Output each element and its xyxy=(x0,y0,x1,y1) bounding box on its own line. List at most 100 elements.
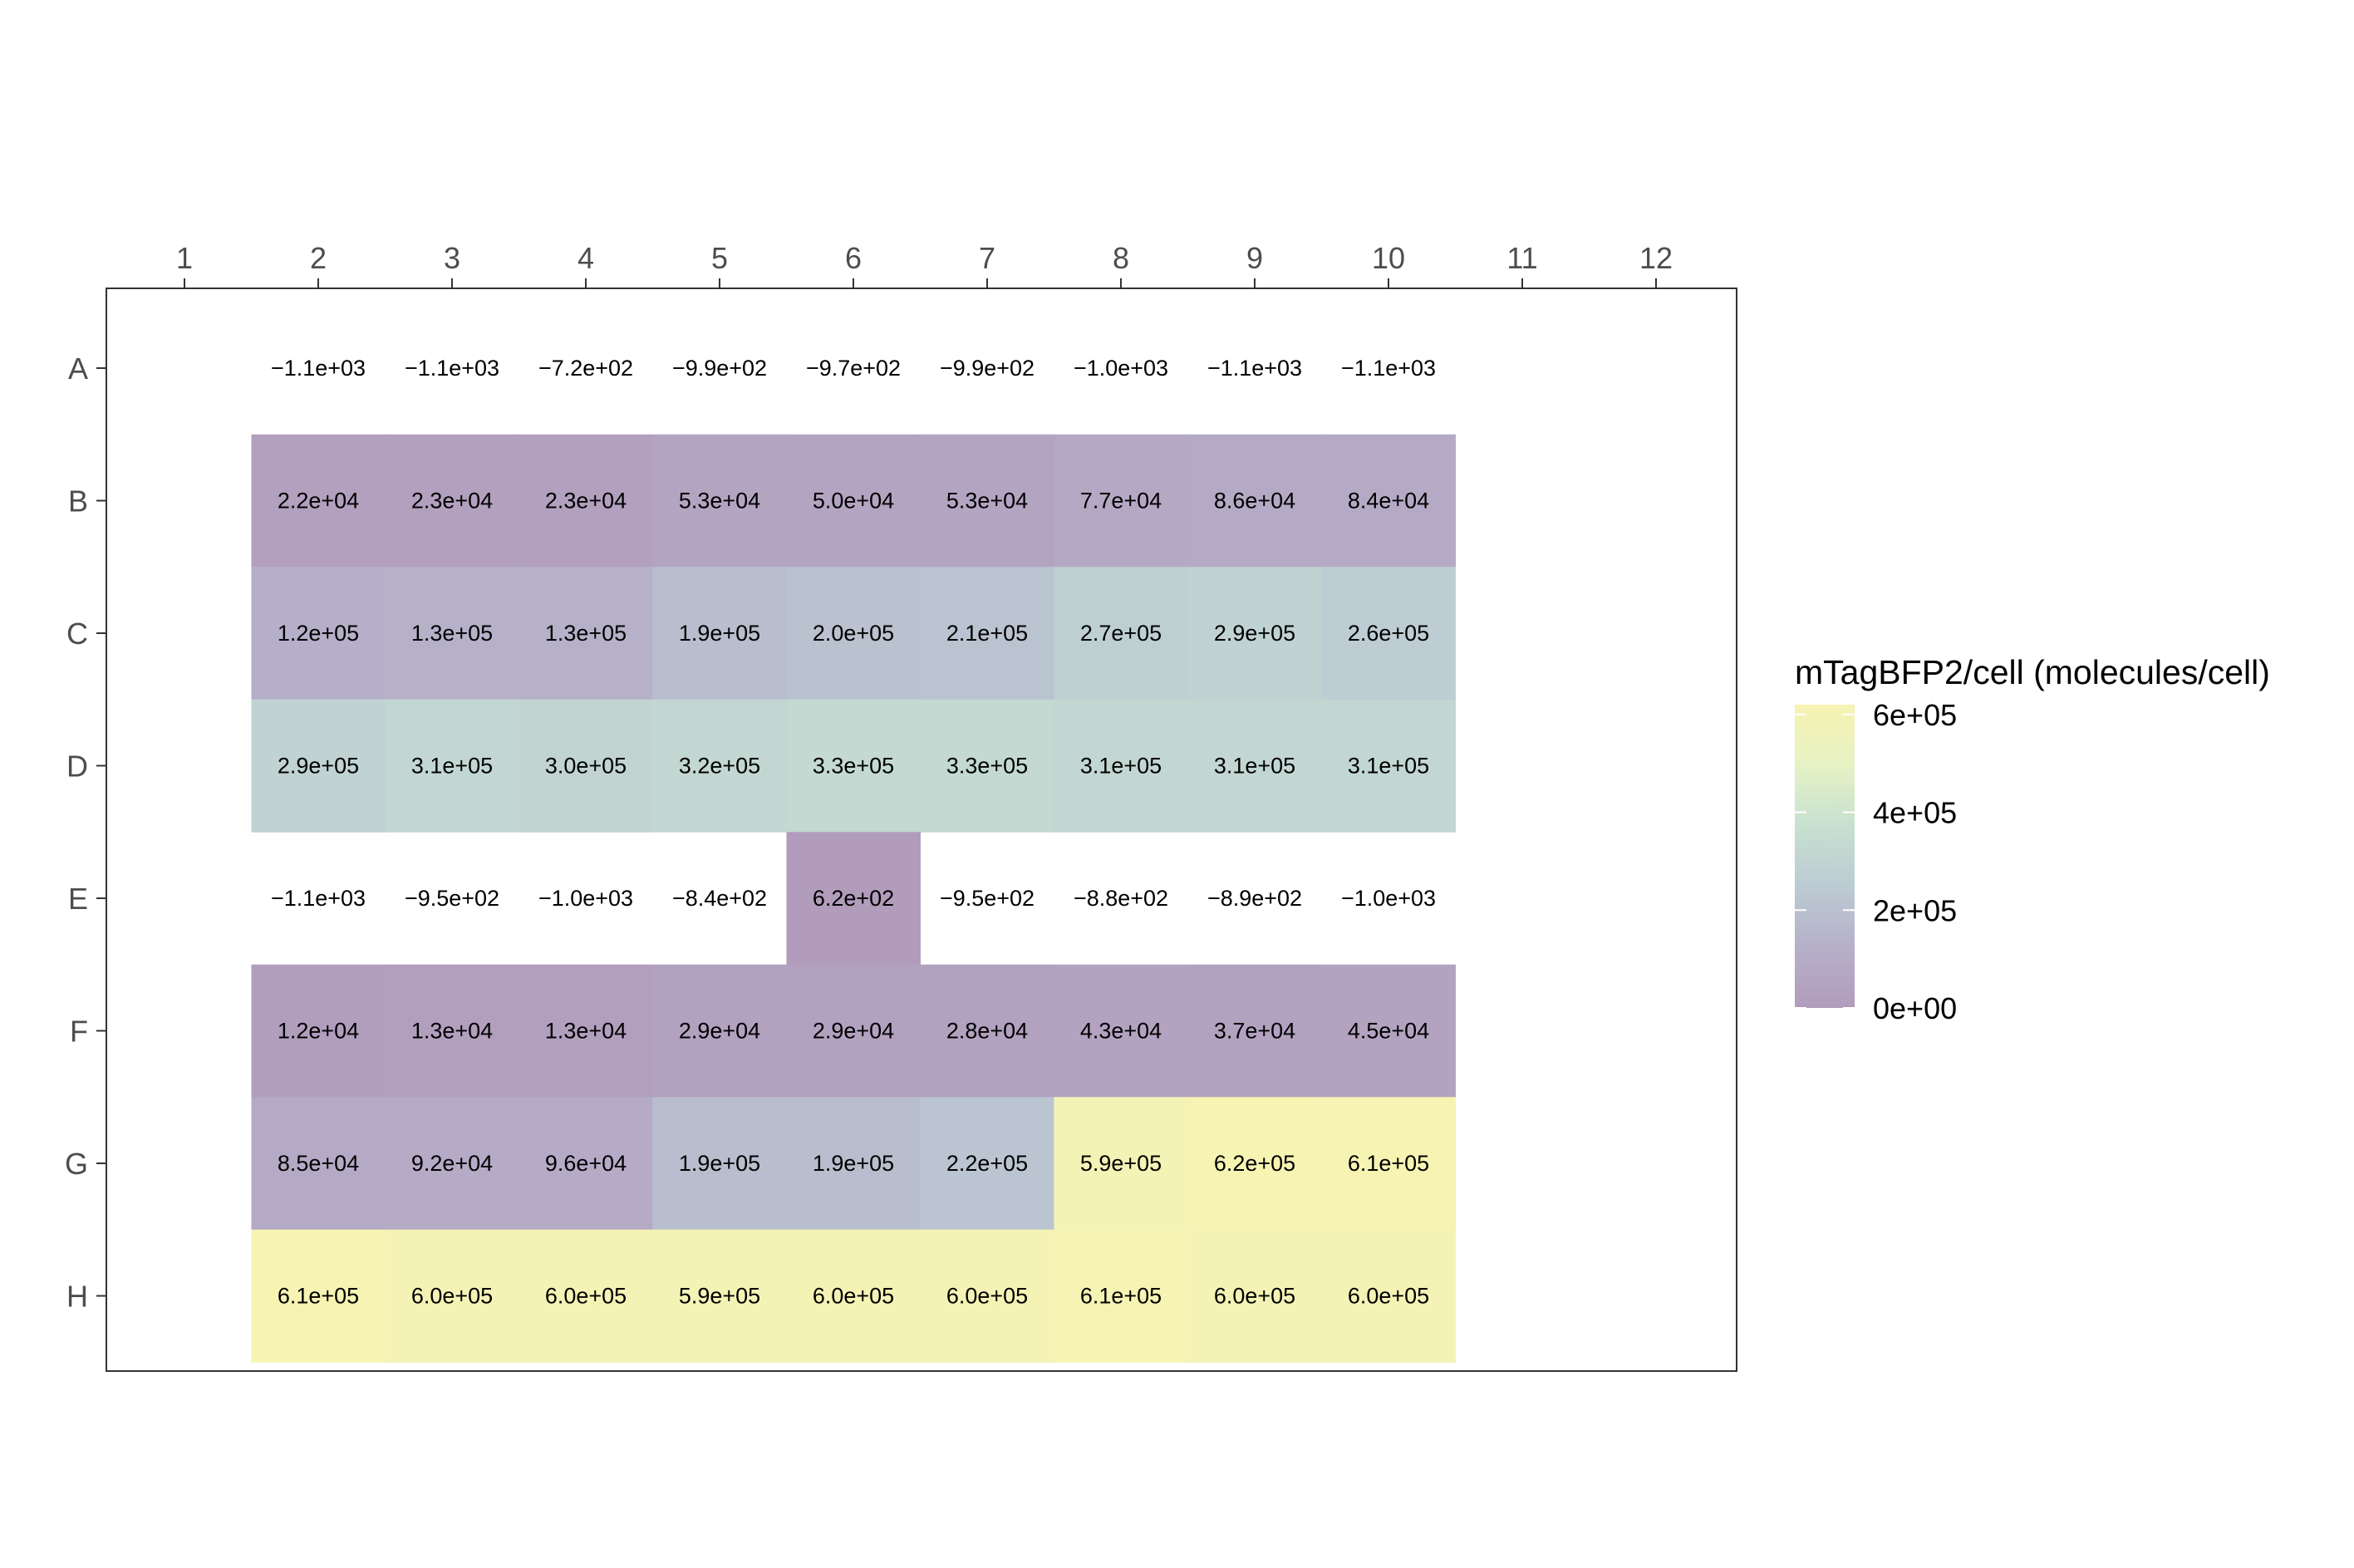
x-tick-label-4: 4 xyxy=(577,241,594,275)
cell-label-D4: 3.0e+05 xyxy=(545,754,627,779)
heatmap-cell-B10 xyxy=(1321,434,1456,568)
x-tick-label-6: 6 xyxy=(845,241,862,275)
heatmap-cell-H2 xyxy=(251,1229,386,1363)
x-tick-label-8: 8 xyxy=(1113,241,1129,275)
heatmap-cell-E6 xyxy=(786,832,921,966)
cell-label-F8: 4.3e+04 xyxy=(1080,1019,1162,1044)
heatmap-cell-C3 xyxy=(385,567,519,700)
cell-label-E4: −1.0e+03 xyxy=(538,886,633,911)
heatmap-cell-D4 xyxy=(518,699,653,833)
heatmap-cell-G3 xyxy=(385,1097,519,1231)
cell-label-G7: 2.2e+05 xyxy=(946,1151,1028,1176)
x-tick-label-1: 1 xyxy=(176,241,193,275)
cell-label-H6: 6.0e+05 xyxy=(813,1284,894,1309)
cell-label-G6: 1.9e+05 xyxy=(813,1151,894,1176)
cell-label-D10: 3.1e+05 xyxy=(1348,754,1429,779)
cell-label-G10: 6.1e+05 xyxy=(1348,1151,1429,1176)
legend-tick-label-0e+00: 0e+00 xyxy=(1873,991,1957,1025)
cell-label-A6: −9.7e+02 xyxy=(806,356,901,381)
heatmap-cell-H5 xyxy=(652,1229,787,1363)
cell-label-C10: 2.6e+05 xyxy=(1348,621,1429,646)
x-tick-label-9: 9 xyxy=(1246,241,1263,275)
heatmap-cell-G8 xyxy=(1054,1097,1188,1231)
cell-label-D9: 3.1e+05 xyxy=(1214,754,1295,779)
cell-label-A3: −1.1e+03 xyxy=(405,356,499,381)
heatmap-cell-F5 xyxy=(652,964,787,1098)
plot-panel-border xyxy=(106,288,1737,1372)
cell-label-E5: −8.4e+02 xyxy=(672,886,767,911)
cell-label-E6: 6.2e+02 xyxy=(813,886,894,911)
cell-label-E2: −1.1e+03 xyxy=(271,886,366,911)
cell-label-C5: 1.9e+05 xyxy=(679,621,760,646)
heatmap-cell-F7 xyxy=(920,964,1054,1098)
heatmap-cell-H8 xyxy=(1054,1229,1188,1363)
cell-label-G5: 1.9e+05 xyxy=(679,1151,760,1176)
cell-label-E7: −9.5e+02 xyxy=(940,886,1034,911)
cell-label-C9: 2.9e+05 xyxy=(1214,621,1295,646)
cell-label-C8: 2.7e+05 xyxy=(1080,621,1162,646)
cell-label-B3: 2.3e+04 xyxy=(411,489,493,514)
heatmap-cell-H3 xyxy=(385,1229,519,1363)
cell-label-F3: 1.3e+04 xyxy=(411,1019,493,1044)
cell-label-H8: 6.1e+05 xyxy=(1080,1284,1162,1309)
heatmap-cell-B8 xyxy=(1054,434,1188,568)
cell-label-H2: 6.1e+05 xyxy=(278,1284,359,1309)
cell-label-C4: 1.3e+05 xyxy=(545,621,627,646)
heatmap-cell-D5 xyxy=(652,699,787,833)
cell-label-F6: 2.9e+04 xyxy=(813,1019,894,1044)
heatmap-cell-D10 xyxy=(1321,699,1456,833)
cell-label-C7: 2.1e+05 xyxy=(946,621,1028,646)
cell-label-A5: −9.9e+02 xyxy=(672,356,767,381)
heatmap-cell-G4 xyxy=(518,1097,653,1231)
x-tick-label-12: 12 xyxy=(1639,241,1673,275)
cell-label-G3: 9.2e+04 xyxy=(411,1151,493,1176)
heatmap-cell-F4 xyxy=(518,964,653,1098)
color-legend: mTagBFP2/cell (molecules/cell) 0e+00 2e+0… xyxy=(1795,653,2270,1025)
cell-label-E9: −8.9e+02 xyxy=(1207,886,1302,911)
heatmap-cell-H4 xyxy=(518,1229,653,1363)
heatmap-cell-G9 xyxy=(1187,1097,1322,1231)
cell-label-C2: 1.2e+05 xyxy=(278,621,359,646)
heatmap-cell-G6 xyxy=(786,1097,921,1231)
heatmap-cell-H6 xyxy=(786,1229,921,1363)
cell-label-D2: 2.9e+05 xyxy=(278,754,359,779)
cell-label-E10: −1.0e+03 xyxy=(1341,886,1436,911)
cell-label-A10: −1.1e+03 xyxy=(1341,356,1436,381)
heatmap-cell-D8 xyxy=(1054,699,1188,833)
cell-label-F2: 1.2e+04 xyxy=(278,1019,359,1044)
heatmap-cell-B4 xyxy=(518,434,653,568)
cell-label-H5: 5.9e+05 xyxy=(679,1284,760,1309)
heatmap-cell-F3 xyxy=(385,964,519,1098)
cell-label-B7: 5.3e+04 xyxy=(946,489,1028,514)
cell-label-D8: 3.1e+05 xyxy=(1080,754,1162,779)
heatmap-cell-B9 xyxy=(1187,434,1322,568)
cell-label-B8: 7.7e+04 xyxy=(1080,489,1162,514)
cell-label-B9: 8.6e+04 xyxy=(1214,489,1295,514)
cell-label-B4: 2.3e+04 xyxy=(545,489,627,514)
x-tick-label-2: 2 xyxy=(310,241,327,275)
legend-tick-label-4e+05: 4e+05 xyxy=(1873,796,1957,830)
cell-label-C6: 2.0e+05 xyxy=(813,621,894,646)
cell-label-F9: 3.7e+04 xyxy=(1214,1019,1295,1044)
cell-label-H4: 6.0e+05 xyxy=(545,1284,627,1309)
y-tick-label-D: D xyxy=(66,750,88,784)
heatmap-cell-C10 xyxy=(1321,567,1456,700)
cell-label-A8: −1.0e+03 xyxy=(1074,356,1168,381)
legend-ticks: 0e+00 2e+05 4e+05 6e+05 xyxy=(1795,698,1957,1025)
y-tick-label-H: H xyxy=(66,1280,88,1314)
heatmap-cell-C6 xyxy=(786,567,921,700)
x-tick-label-10: 10 xyxy=(1372,241,1405,275)
cell-label-C3: 1.3e+05 xyxy=(411,621,493,646)
cell-label-B6: 5.0e+04 xyxy=(813,489,894,514)
cell-label-F10: 4.5e+04 xyxy=(1348,1019,1429,1044)
heatmap-cell-C8 xyxy=(1054,567,1188,700)
cell-label-D5: 3.2e+05 xyxy=(679,754,760,779)
heatmap-cell-B7 xyxy=(920,434,1054,568)
x-tick-label-5: 5 xyxy=(711,241,728,275)
heatmap-cell-B3 xyxy=(385,434,519,568)
cell-label-F5: 2.9e+04 xyxy=(679,1019,760,1044)
heatmap-cell-B2 xyxy=(251,434,386,568)
heatmap-cell-G7 xyxy=(920,1097,1054,1231)
cell-label-D7: 3.3e+05 xyxy=(946,754,1028,779)
cell-label-G2: 8.5e+04 xyxy=(278,1151,359,1176)
